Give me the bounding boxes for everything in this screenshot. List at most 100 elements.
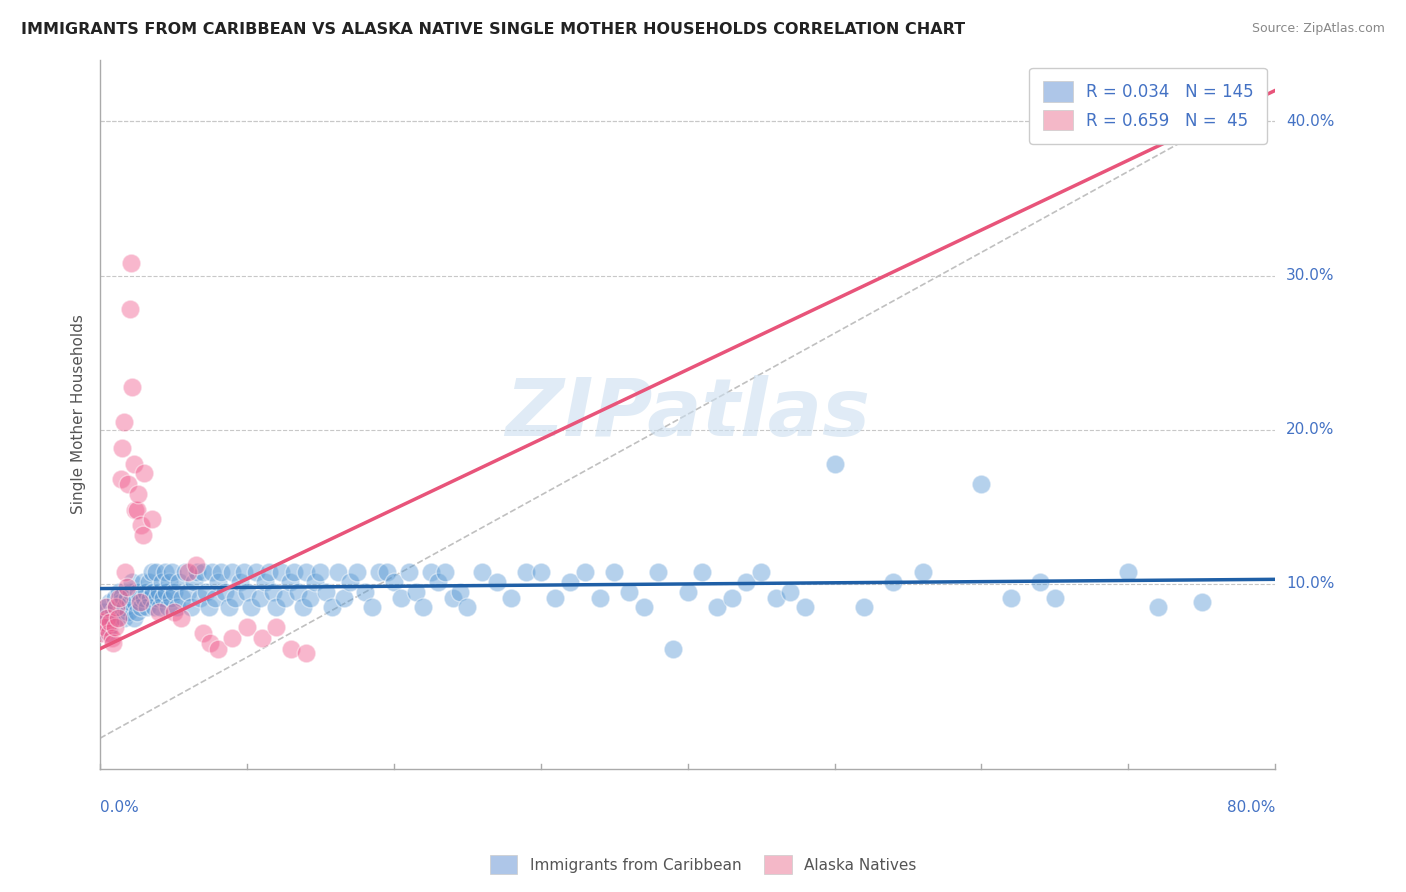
Point: [90, 626, 112, 640]
Point: [105, 600, 128, 615]
Legend: Immigrants from Caribbean, Alaska Natives: Immigrants from Caribbean, Alaska Native…: [484, 849, 922, 880]
Point: [198, 600, 221, 615]
Point: [101, 611, 124, 625]
Point: [111, 589, 134, 603]
Point: [824, 457, 846, 471]
Point: [419, 565, 441, 579]
Point: [141, 512, 163, 526]
Point: [139, 591, 162, 605]
Point: [103, 635, 125, 649]
Point: [283, 565, 305, 579]
Point: [121, 575, 143, 590]
Point: [94, 600, 117, 615]
Point: [204, 591, 226, 605]
Point: [233, 565, 256, 579]
Point: [94, 600, 117, 615]
Point: [200, 635, 222, 649]
Point: [405, 584, 427, 599]
Point: [692, 565, 714, 579]
Point: [274, 591, 297, 605]
Point: [141, 565, 163, 579]
Point: [155, 584, 177, 599]
Point: [735, 575, 758, 590]
Point: [91, 615, 114, 630]
Point: [145, 565, 167, 579]
Point: [249, 591, 271, 605]
Point: [180, 600, 202, 615]
Point: [304, 575, 326, 590]
Point: [170, 611, 193, 625]
Point: [159, 591, 181, 605]
Point: [121, 379, 143, 393]
Point: [150, 575, 173, 590]
Point: [647, 565, 669, 579]
Point: [105, 600, 128, 615]
Point: [120, 256, 142, 270]
Point: [676, 584, 699, 599]
Point: [360, 600, 382, 615]
Point: [132, 527, 155, 541]
Point: [127, 487, 149, 501]
Point: [184, 558, 207, 573]
Text: Source: ZipAtlas.com: Source: ZipAtlas.com: [1251, 22, 1385, 36]
Text: IMMIGRANTS FROM CARIBBEAN VS ALASKA NATIVE SINGLE MOTHER HOUSEHOLDS CORRELATION : IMMIGRANTS FROM CARIBBEAN VS ALASKA NATI…: [21, 22, 965, 37]
Point: [201, 565, 224, 579]
Point: [207, 641, 229, 656]
Text: 20.0%: 20.0%: [1286, 422, 1334, 437]
Point: [156, 600, 179, 615]
Point: [280, 641, 302, 656]
Point: [112, 611, 135, 625]
Point: [114, 565, 136, 579]
Point: [706, 600, 728, 615]
Point: [1029, 575, 1052, 590]
Point: [382, 575, 405, 590]
Point: [107, 609, 129, 624]
Point: [294, 646, 316, 660]
Point: [224, 591, 246, 605]
Point: [118, 302, 141, 317]
Point: [346, 565, 368, 579]
Point: [90, 615, 112, 630]
Point: [794, 600, 817, 615]
Point: [143, 600, 166, 615]
Text: 10.0%: 10.0%: [1286, 576, 1334, 591]
Point: [485, 575, 508, 590]
Point: [266, 620, 288, 634]
Point: [128, 595, 150, 609]
Point: [103, 605, 125, 619]
Point: [107, 611, 129, 625]
Point: [1043, 591, 1066, 605]
Point: [114, 600, 136, 615]
Point: [118, 595, 141, 609]
Point: [112, 415, 135, 429]
Point: [122, 457, 145, 471]
Point: [96, 626, 118, 640]
Point: [191, 626, 214, 640]
Point: [456, 600, 478, 615]
Point: [194, 584, 217, 599]
Point: [152, 591, 174, 605]
Point: [315, 584, 337, 599]
Point: [138, 575, 160, 590]
Point: [257, 565, 280, 579]
Point: [108, 591, 131, 605]
Point: [117, 476, 139, 491]
Point: [236, 620, 259, 634]
Point: [515, 565, 537, 579]
Point: [177, 565, 200, 579]
Point: [603, 565, 626, 579]
Point: [333, 591, 356, 605]
Point: [134, 591, 156, 605]
Point: [1191, 595, 1213, 609]
Point: [125, 605, 148, 619]
Point: [720, 591, 742, 605]
Point: [188, 591, 211, 605]
Text: 80.0%: 80.0%: [1227, 799, 1275, 814]
Point: [339, 575, 361, 590]
Point: [1146, 600, 1168, 615]
Point: [91, 605, 114, 619]
Point: [100, 595, 122, 609]
Point: [970, 476, 993, 491]
Point: [221, 565, 243, 579]
Point: [153, 565, 176, 579]
